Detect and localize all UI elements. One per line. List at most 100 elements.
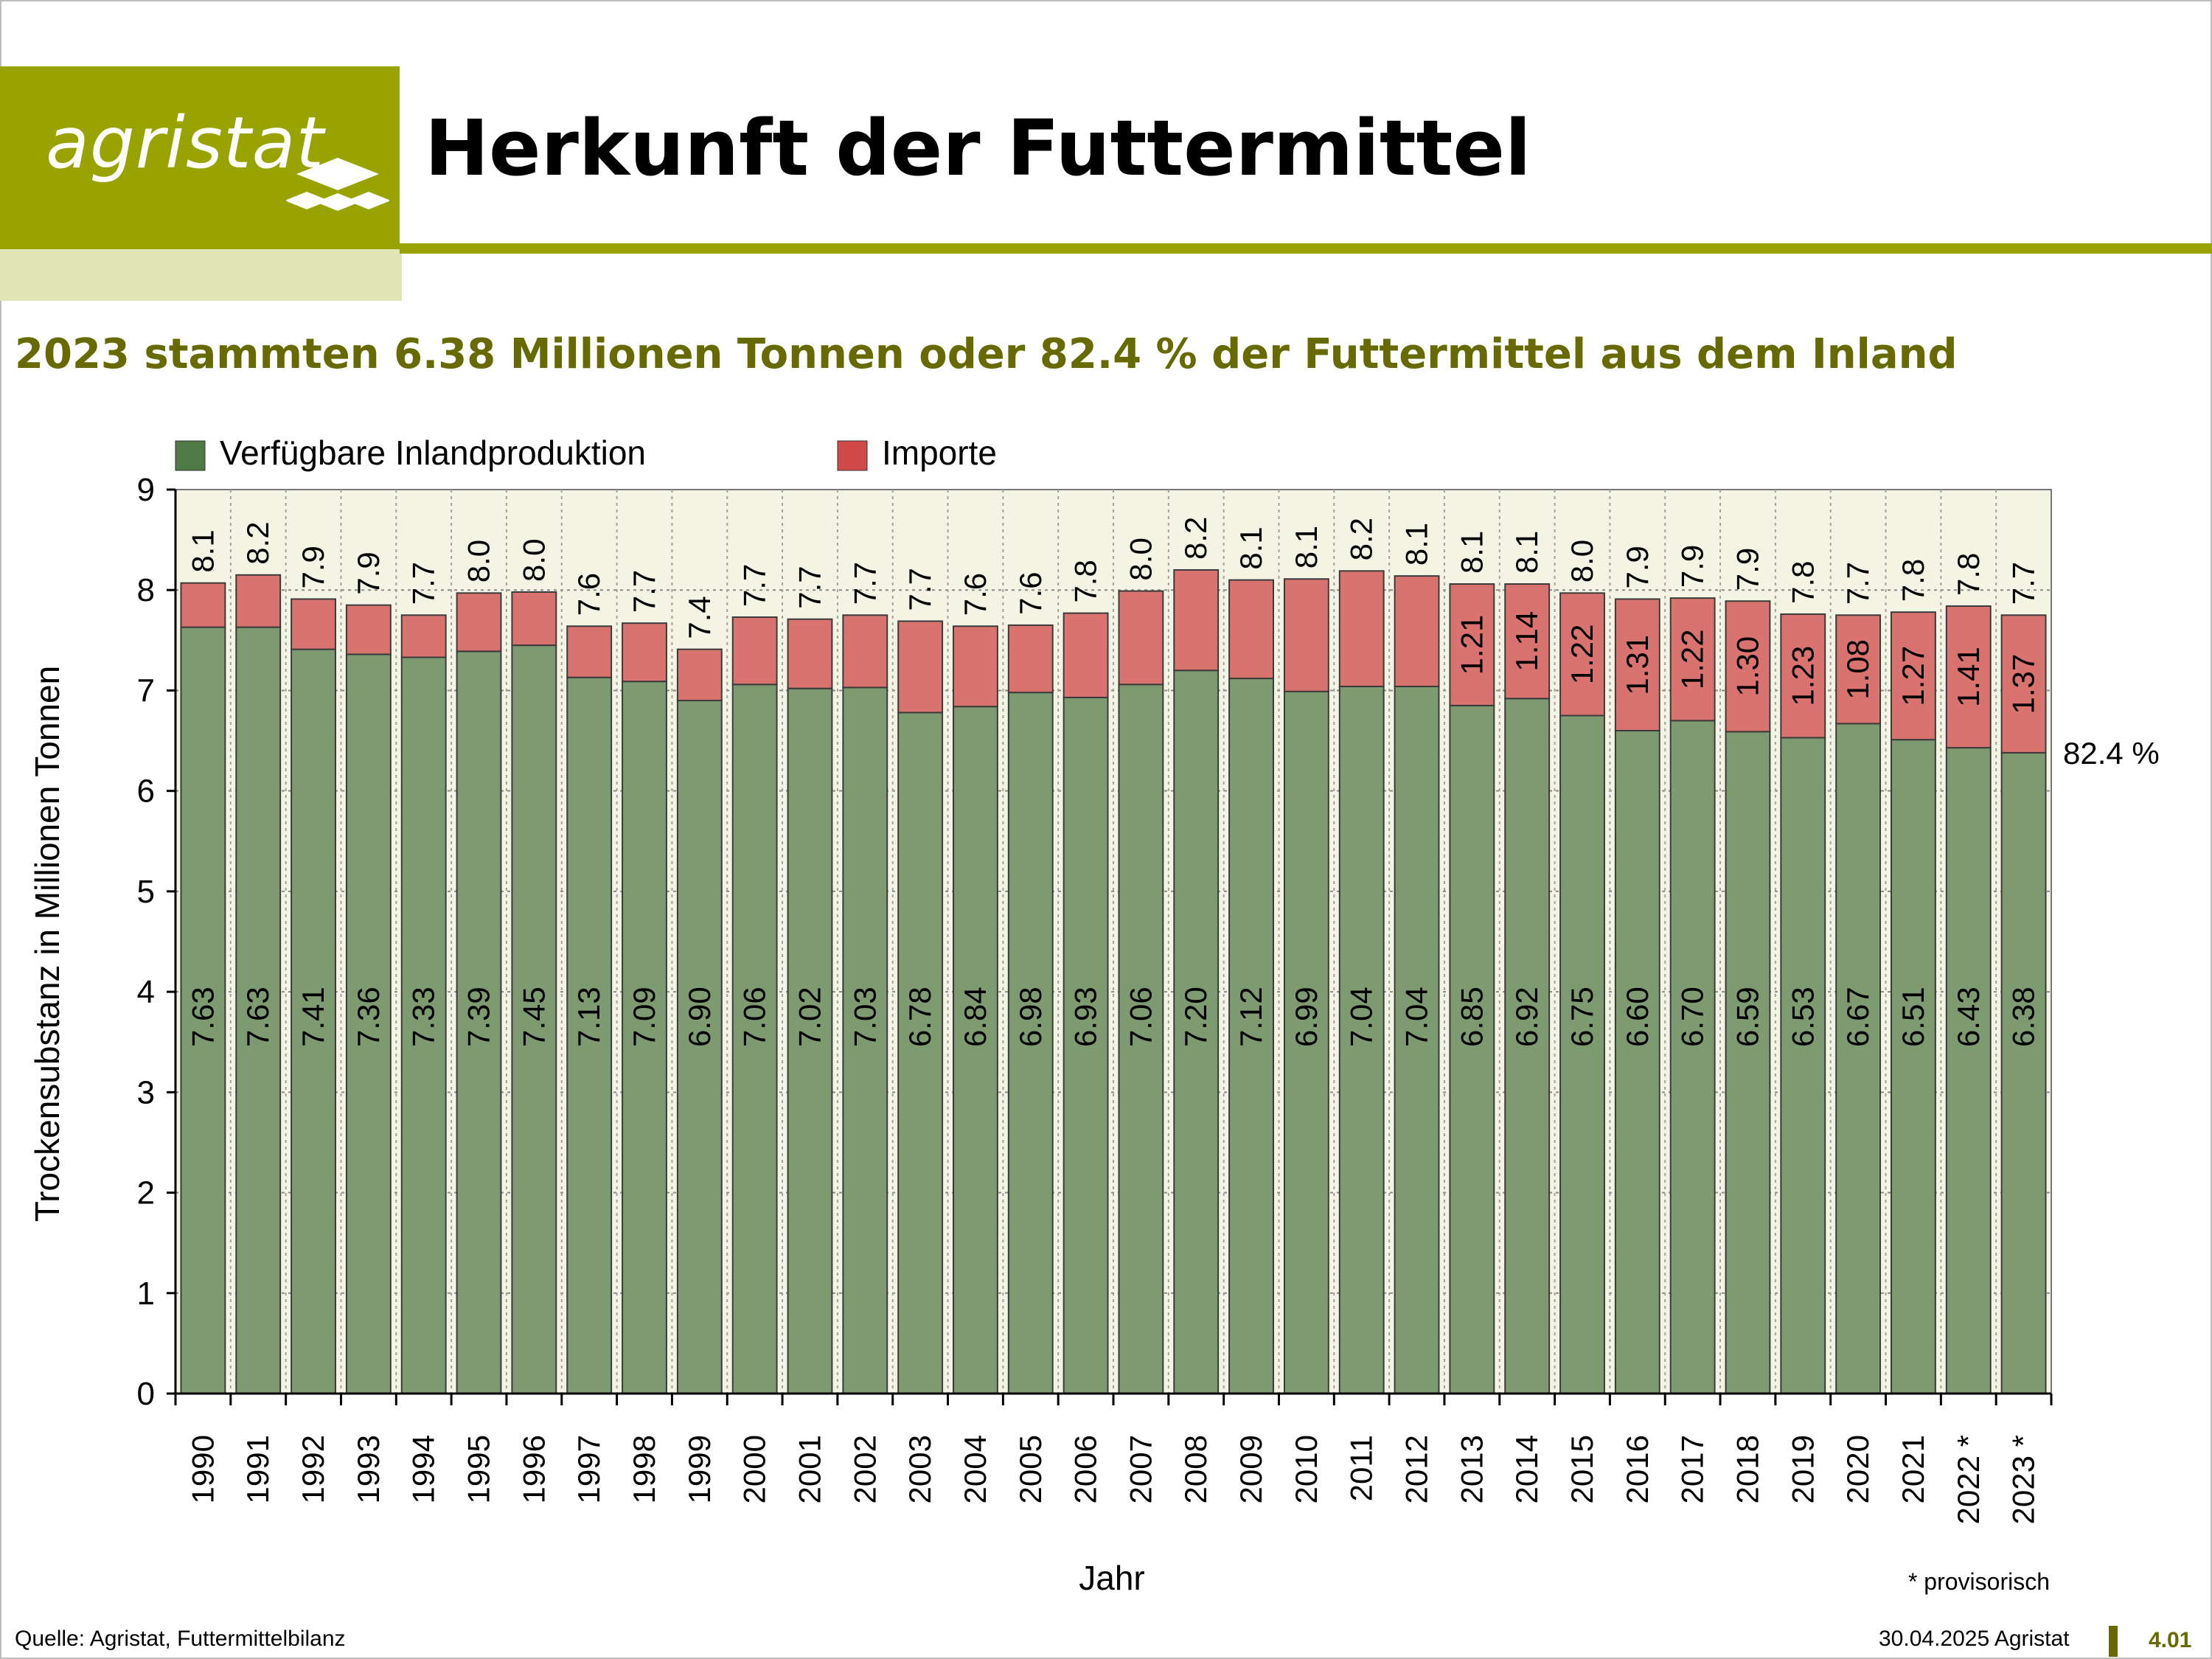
data-label-total: 7.9 — [1675, 545, 1710, 588]
data-label-inland: 7.03 — [847, 987, 882, 1047]
bar-inland — [1338, 685, 1385, 1394]
data-label-inland: 7.45 — [516, 987, 551, 1047]
x-tick-label: 1990 — [185, 1435, 220, 1503]
x-tick-label: 2020 — [1840, 1435, 1875, 1503]
data-label-importe: 1.37 — [2006, 654, 2041, 714]
bar-importe — [1725, 600, 1771, 733]
page-number: 4.01 — [2149, 1628, 2192, 1652]
data-label-inland: 7.39 — [462, 987, 496, 1047]
data-label-total: 8.0 — [1123, 538, 1158, 580]
bar-inland — [842, 686, 888, 1394]
logo-accent-strip — [0, 249, 402, 301]
data-label-total: 7.6 — [958, 573, 992, 616]
x-tick-label: 2021 — [1896, 1435, 1930, 1503]
bar-inland — [1228, 678, 1274, 1394]
bar-inland — [235, 626, 282, 1395]
x-tick-label: 2014 — [1509, 1435, 1544, 1503]
bar-inland — [953, 706, 998, 1394]
bar-importe — [1338, 570, 1385, 687]
bar-importe — [622, 622, 667, 683]
x-tick-label: 2004 — [958, 1435, 992, 1503]
data-label-inland: 6.92 — [1509, 987, 1544, 1047]
bar-inland — [456, 650, 502, 1394]
data-label-total: 8.2 — [240, 521, 275, 564]
bar-importe — [676, 648, 723, 702]
bar-inland — [1559, 714, 1605, 1394]
bar-importe — [1891, 611, 1936, 741]
data-label-inland: 6.59 — [1730, 987, 1764, 1047]
bar-importe — [1780, 613, 1826, 739]
data-label-total: 7.7 — [2006, 562, 2041, 605]
x-tick-label: 2006 — [1068, 1435, 1103, 1503]
y-axis-label: Trockensubstanz in Millionen Tonnen — [28, 666, 66, 1222]
bar-importe — [400, 614, 447, 658]
bar-importe — [731, 616, 778, 686]
data-label-inland: 6.90 — [682, 987, 717, 1047]
bar-importe — [1228, 579, 1274, 680]
bar-inland — [1725, 731, 1771, 1394]
bar-importe — [1559, 592, 1605, 717]
bar-inland — [1394, 685, 1440, 1394]
data-label-inland: 7.36 — [351, 987, 386, 1047]
bar-inland — [1945, 747, 1992, 1394]
x-tick-label: 2000 — [737, 1435, 772, 1503]
x-tick-label: 1994 — [406, 1435, 441, 1503]
bar-inland — [1283, 690, 1329, 1394]
data-label-inland: 7.06 — [737, 987, 772, 1047]
data-label-total: 8.1 — [185, 529, 220, 572]
footer-date: 30.04.2025 Agristat — [1879, 1627, 2070, 1651]
bar-importe — [1614, 598, 1660, 731]
data-label-inland: 6.78 — [902, 987, 937, 1047]
bar-inland — [1780, 737, 1826, 1394]
x-tick-label: 2003 — [902, 1435, 937, 1503]
x-tick-label: 2005 — [1013, 1435, 1048, 1503]
data-label-total: 8.1 — [1234, 526, 1268, 569]
data-label-total: 7.9 — [351, 552, 386, 594]
data-label-importe: 1.27 — [1896, 646, 1930, 706]
x-tick-label: 1997 — [571, 1435, 606, 1503]
data-label-importe: 1.41 — [1951, 647, 1986, 707]
data-label-total: 7.6 — [571, 573, 606, 616]
y-tick-label: 1 — [137, 1276, 155, 1312]
data-label-total: 7.7 — [406, 562, 441, 605]
data-label-inland: 6.85 — [1454, 987, 1489, 1047]
bar-importe — [842, 614, 888, 689]
bar-importe — [1283, 578, 1329, 692]
data-label-total: 8.2 — [1178, 517, 1213, 560]
data-label-importe: 1.08 — [1840, 639, 1875, 700]
bar-inland — [1891, 739, 1936, 1394]
bar-inland — [345, 653, 392, 1394]
x-tick-label: 1999 — [682, 1435, 717, 1503]
bar-importe — [180, 582, 226, 628]
bars — [180, 568, 2047, 1395]
data-label-total: 8.1 — [1399, 523, 1434, 566]
data-label-inland: 6.51 — [1896, 987, 1930, 1047]
data-label-total: 7.9 — [1620, 546, 1655, 588]
bar-importe — [456, 592, 502, 653]
data-label-importe: 1.14 — [1509, 611, 1544, 672]
data-label-inland: 6.70 — [1675, 987, 1710, 1047]
data-label-inland: 7.06 — [1123, 987, 1158, 1047]
y-tick-label: 3 — [137, 1074, 155, 1110]
bar-inland — [566, 676, 613, 1394]
data-label-inland: 6.43 — [1951, 987, 1986, 1047]
bar-importe — [1173, 568, 1220, 672]
x-tick-label: 2001 — [792, 1435, 827, 1503]
data-label-total: 7.7 — [627, 570, 661, 613]
data-label-inland: 7.12 — [1234, 987, 1268, 1047]
bar-importe — [345, 604, 392, 655]
data-label-inland: 6.38 — [2006, 987, 2041, 1047]
legend-swatch-importe — [837, 440, 868, 471]
x-tick-label: 1991 — [240, 1435, 275, 1503]
y-tick-label: 7 — [137, 672, 155, 709]
x-tick-label: 2023 * — [2006, 1435, 2041, 1524]
bar-importe — [787, 618, 833, 689]
data-label-total: 7.8 — [1896, 559, 1930, 602]
data-label-total: 7.4 — [682, 596, 717, 639]
bar-inland — [1173, 669, 1220, 1394]
bar-importe — [1504, 583, 1551, 700]
bar-importe — [1118, 590, 1164, 686]
x-tick-label: 2009 — [1234, 1435, 1268, 1503]
